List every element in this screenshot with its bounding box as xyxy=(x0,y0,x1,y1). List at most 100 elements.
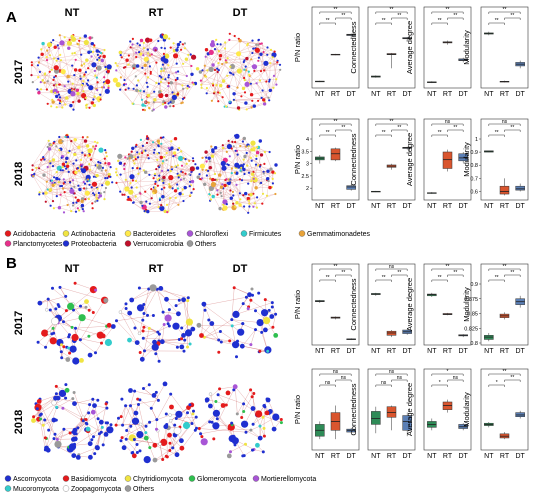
network-node xyxy=(36,88,39,91)
significance-bracket: ** xyxy=(335,125,352,132)
network-node xyxy=(73,185,76,188)
network-node xyxy=(78,39,81,42)
box-dt: DT xyxy=(515,410,526,460)
network-node xyxy=(257,43,260,46)
network-edge xyxy=(226,62,247,71)
network-edge xyxy=(94,46,105,51)
legend-a-swatch xyxy=(240,230,248,237)
network-node xyxy=(44,191,48,195)
network-node xyxy=(64,103,67,106)
network-node xyxy=(154,186,157,189)
network-node xyxy=(124,156,127,159)
network-node xyxy=(38,193,41,196)
network-node xyxy=(64,383,68,387)
network-node xyxy=(124,83,128,86)
network-node xyxy=(156,398,160,402)
network-node xyxy=(50,179,54,182)
x-tick-label: RT xyxy=(500,91,510,98)
network-node xyxy=(209,198,212,201)
network-node xyxy=(175,48,179,52)
network-node xyxy=(191,412,195,416)
network-node xyxy=(88,403,92,407)
network-node xyxy=(232,388,236,392)
network-node xyxy=(132,201,135,204)
network-node xyxy=(147,326,151,330)
legend-a-swatch xyxy=(62,230,70,237)
network-edge xyxy=(157,289,164,313)
network-node xyxy=(118,50,123,55)
network-node xyxy=(171,187,174,190)
network-node xyxy=(71,333,79,342)
significance-bracket: ns xyxy=(431,119,464,126)
network-node xyxy=(107,172,112,177)
network-node xyxy=(242,158,245,161)
network-node xyxy=(167,85,170,88)
network-edge xyxy=(247,45,255,67)
network-edge xyxy=(43,145,53,158)
network-edge xyxy=(151,383,166,409)
plot-frame xyxy=(480,6,529,89)
network-edge xyxy=(236,150,253,175)
x-tick-label: DT xyxy=(346,453,356,460)
network-node xyxy=(50,332,54,336)
network-edge xyxy=(39,296,66,304)
network-node xyxy=(87,441,93,447)
network-node xyxy=(204,75,208,78)
network-node xyxy=(262,50,265,54)
network-edge xyxy=(120,311,158,333)
legend-a-item: Planctomycetes xyxy=(4,240,63,248)
network-node xyxy=(183,42,186,45)
significance-bracket: ns xyxy=(319,380,336,387)
network-node xyxy=(253,202,256,205)
network-a-nt-2017 xyxy=(30,34,112,111)
network-b-nt-2017 xyxy=(36,281,116,365)
significance-bracket: ** xyxy=(488,7,521,14)
network-node xyxy=(32,175,35,178)
bracket-line xyxy=(431,279,448,282)
network-node xyxy=(132,67,135,70)
network-edge xyxy=(157,324,165,333)
network-node xyxy=(164,105,168,109)
network-edge xyxy=(238,105,255,109)
network-edge xyxy=(50,146,57,164)
bracket-line xyxy=(375,373,408,376)
network-node xyxy=(219,191,222,194)
network-node xyxy=(85,426,91,432)
network-node xyxy=(164,454,168,458)
network-edge xyxy=(223,168,253,175)
network-node xyxy=(271,325,275,329)
network-node xyxy=(212,84,215,87)
network-edge xyxy=(53,429,65,439)
network-edge xyxy=(177,78,188,87)
network-node xyxy=(149,38,153,42)
network-node xyxy=(212,409,220,417)
box-dt: DT xyxy=(346,184,357,210)
network-node xyxy=(142,90,146,93)
network-node xyxy=(41,423,45,427)
network-node xyxy=(252,205,255,208)
network-node xyxy=(100,425,104,429)
network-node xyxy=(86,84,90,87)
network-node xyxy=(141,336,145,340)
network-edge xyxy=(116,180,133,184)
network-edge xyxy=(56,146,67,159)
network-node xyxy=(92,192,95,195)
network-edge xyxy=(161,137,172,150)
network-edge xyxy=(159,152,167,166)
significance-label: * xyxy=(439,380,441,386)
x-tick-label: DT xyxy=(346,348,356,355)
network-edge xyxy=(214,86,230,93)
network-node xyxy=(153,98,157,102)
significance-bracket: ** xyxy=(447,270,464,277)
network-edge xyxy=(53,402,87,420)
network-node xyxy=(111,181,114,184)
network-edge xyxy=(188,54,193,75)
legend-a-item: Chloroflexi xyxy=(186,230,229,238)
network-edge xyxy=(32,140,49,166)
network-node xyxy=(257,59,260,62)
significance-bracket: ** xyxy=(431,275,448,282)
bracket-line xyxy=(375,11,408,14)
network-node xyxy=(103,48,106,52)
network-node xyxy=(38,191,41,194)
